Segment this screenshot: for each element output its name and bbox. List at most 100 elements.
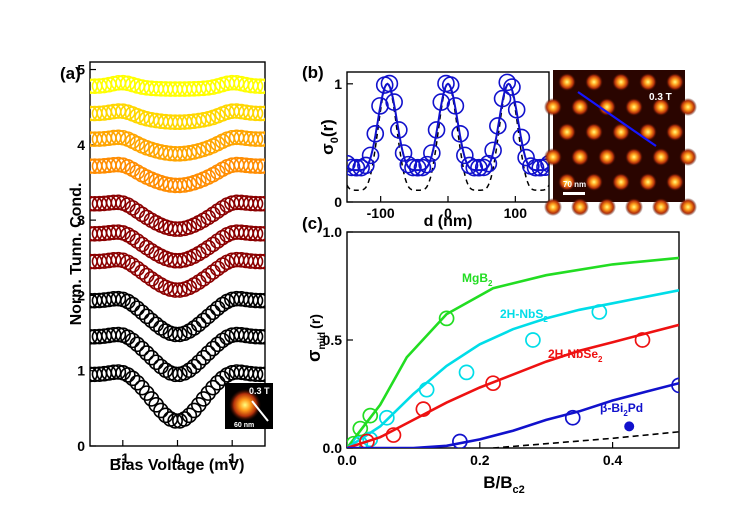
data-point [479,154,498,173]
x-tick-label: 100 [504,205,528,221]
data-point [564,409,581,426]
data-point [531,158,549,177]
panel-b-image: 0.3 T 70 nm [544,70,697,216]
data-point [172,252,188,269]
vortex [612,123,630,141]
vortex [625,98,643,116]
panel-b-ylabel-main: σ [318,143,337,155]
data-point [205,379,221,396]
data-point [247,78,264,94]
data-point [205,340,221,357]
x-tick-label: 0.0 [337,452,357,468]
data-point [257,225,265,242]
vortex [612,173,630,191]
data-point [138,345,155,361]
data-point [441,76,460,94]
vortex [571,148,589,166]
data-point [181,362,198,378]
data-point [195,349,212,366]
data-point [134,340,150,357]
data-point [252,158,265,174]
vortex [666,123,684,141]
data-point [167,413,183,429]
curve-3 [90,290,265,343]
data-point [418,155,436,174]
data-point [366,124,385,143]
data-point [129,300,146,317]
series-label-mgb2-sub: 2 [488,279,493,288]
series-3 [347,323,679,448]
data-point [148,316,165,333]
series-label-bi2pd-main: β-Bi [600,401,623,415]
data-point [134,304,150,321]
data-point [247,225,264,242]
data-point [195,391,212,407]
data-point [252,105,265,122]
panel-a-label: (a) [60,64,81,83]
data-point [167,326,183,343]
data-point [252,225,265,242]
vortex [598,148,616,166]
data-point [120,367,136,383]
data-point [493,89,512,108]
data-point [110,129,127,146]
panel-b-xlabel: d (nm) [424,213,473,230]
vortex [679,98,697,116]
data-point [110,326,127,343]
panel-c-ylabel-tail: (r) [307,314,323,329]
data-point [252,253,265,270]
y-tick-label: 1 [77,363,85,379]
data-point [186,320,202,336]
dashed-line [493,431,679,448]
panel-c-ylabel: σmid (r) [304,314,328,362]
data-point [247,195,264,212]
data-point [129,374,146,391]
vortex-lattice [544,73,697,216]
data-point [209,300,226,317]
data-point [257,78,265,95]
data-point [485,375,501,392]
vortex [585,173,603,191]
data-point [378,409,395,426]
data-point [432,93,451,111]
x-tick-label: -100 [367,205,395,221]
data-point [474,158,493,177]
series-label-nbs2-main: 2H-NbS [500,307,543,321]
data-point [110,156,127,173]
data-point [138,308,155,325]
data-point [124,370,141,387]
panel-c-ylabel-sub: mid [317,332,328,350]
y-tick-label: 5 [77,62,85,78]
vortex [652,148,670,166]
panel-c-label: (c) [302,214,323,233]
stm-line [577,91,657,147]
data-point [540,154,549,173]
data-point [190,112,207,129]
vortex [652,98,670,116]
curve-4 [90,251,265,298]
data-point [252,292,265,309]
series-1 [347,256,679,448]
data-point [157,407,174,424]
data-point [200,308,217,325]
data-point [413,158,432,177]
data-point [205,236,221,253]
data-point [257,195,265,212]
data-point [120,293,136,310]
data-point [214,296,231,313]
data-point [110,364,127,380]
x-tick-label: 0.4 [603,452,623,468]
vortex [571,98,589,116]
data-point [357,156,375,175]
vortex [639,123,657,141]
panel-c-xlabel-main: B/B [483,473,512,492]
panel-c: (c) 0.0 0.2 0.4 0.0 0.5 1.0 σmid (r) B/Bc2 MgB… [302,214,680,496]
data-point [200,80,217,96]
data-point [470,158,488,177]
data-point [503,78,521,96]
data-point [167,366,183,383]
data-point [138,385,155,401]
data-point [362,407,379,424]
data-point [359,433,375,448]
